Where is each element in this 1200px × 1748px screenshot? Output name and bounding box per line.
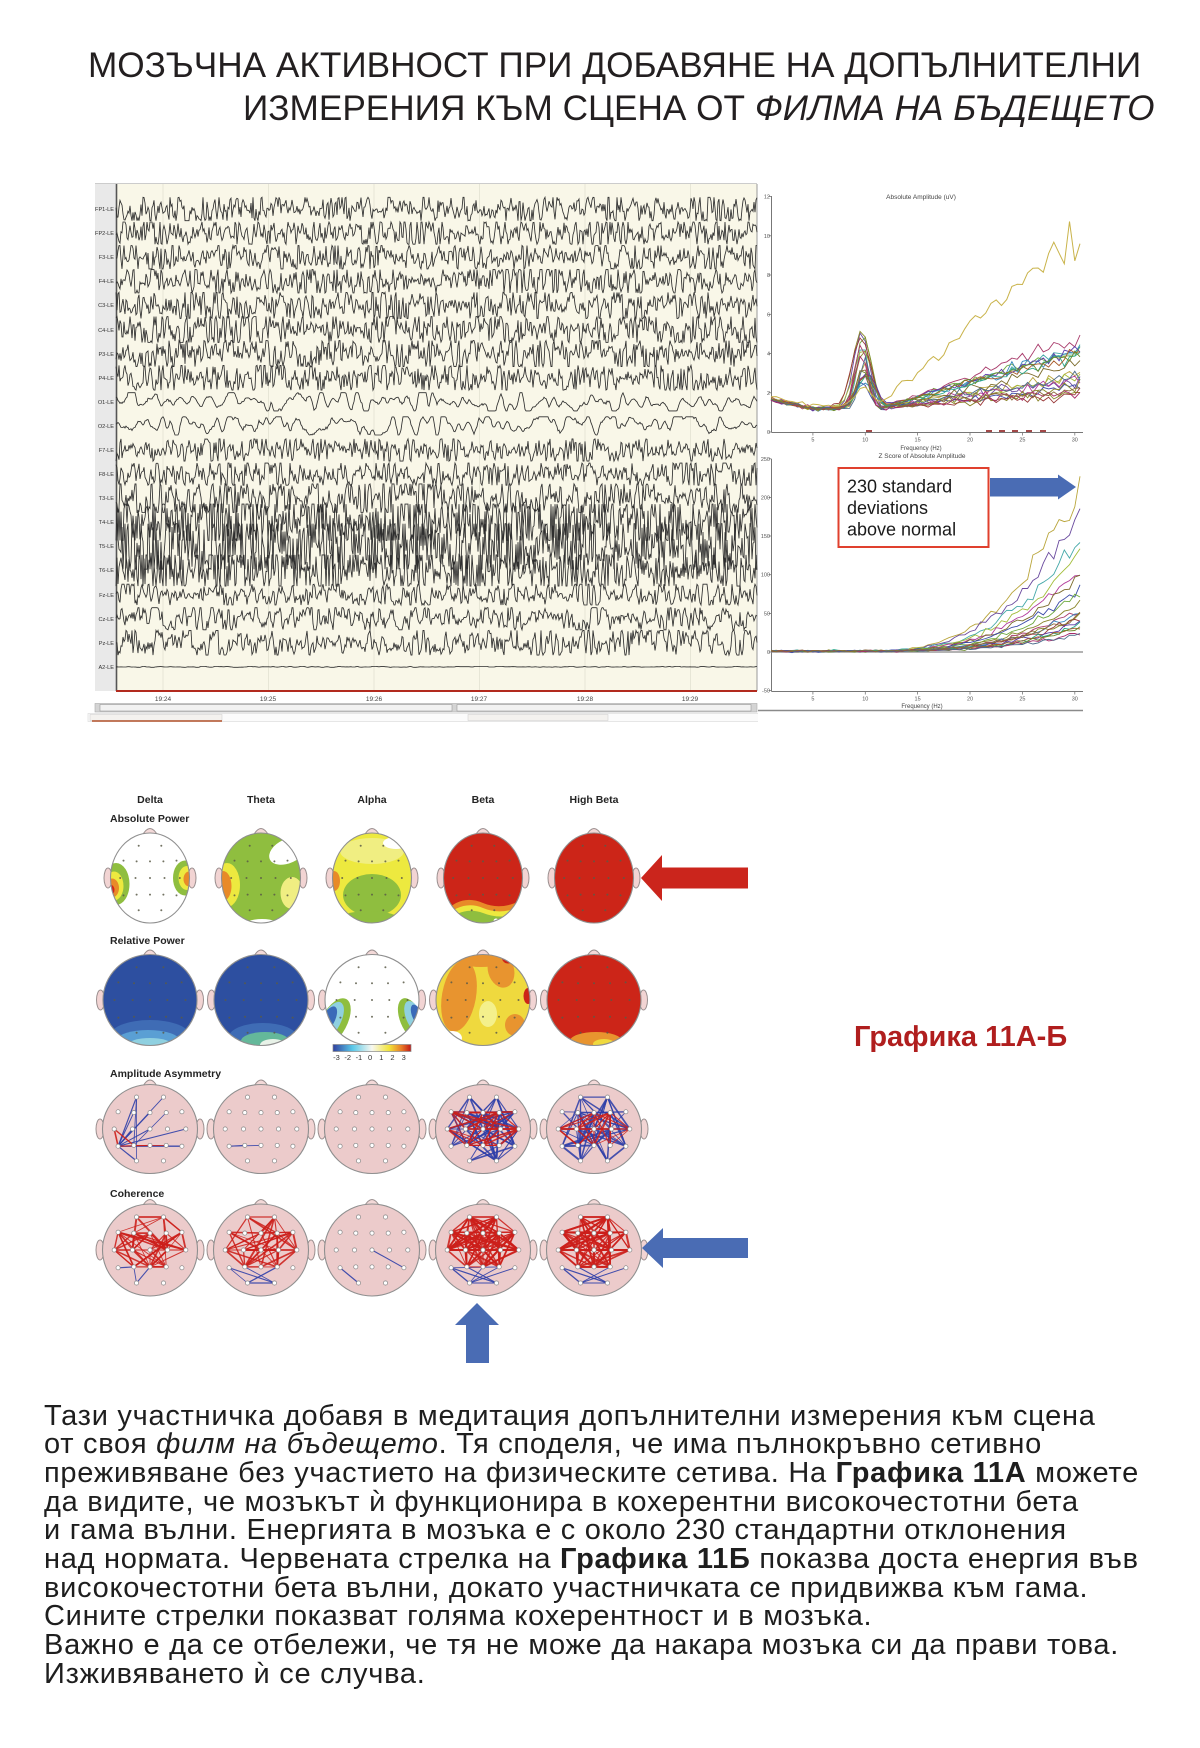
svg-text:15: 15 bbox=[915, 697, 921, 703]
svg-text:T6-LE: T6-LE bbox=[99, 568, 115, 574]
svg-text:19:25: 19:25 bbox=[260, 696, 277, 703]
svg-text:10: 10 bbox=[862, 438, 868, 444]
svg-text:0: 0 bbox=[767, 650, 770, 656]
svg-text:-3: -3 bbox=[333, 1053, 340, 1062]
svg-text:P3-LE: P3-LE bbox=[98, 352, 114, 358]
svg-text:4: 4 bbox=[767, 352, 770, 358]
svg-text:Fz-LE: Fz-LE bbox=[99, 593, 114, 599]
svg-text:1: 1 bbox=[379, 1053, 383, 1062]
svg-text:8: 8 bbox=[767, 273, 770, 279]
svg-text:100: 100 bbox=[761, 573, 770, 579]
svg-text:FP2-LE: FP2-LE bbox=[95, 231, 114, 237]
svg-text:19:29: 19:29 bbox=[682, 696, 699, 703]
svg-text:25: 25 bbox=[1019, 438, 1025, 444]
svg-text:F7-LE: F7-LE bbox=[99, 448, 115, 454]
svg-text:19:24: 19:24 bbox=[155, 696, 172, 703]
svg-text:-2: -2 bbox=[344, 1053, 351, 1062]
svg-text:High Beta: High Beta bbox=[569, 794, 618, 806]
svg-text:F4-LE: F4-LE bbox=[99, 279, 115, 285]
svg-text:12: 12 bbox=[764, 195, 770, 201]
svg-text:150: 150 bbox=[761, 534, 770, 540]
svg-text:F3-LE: F3-LE bbox=[99, 255, 115, 261]
svg-text:20: 20 bbox=[967, 438, 973, 444]
svg-text:20: 20 bbox=[967, 697, 973, 703]
svg-text:30: 30 bbox=[1072, 697, 1078, 703]
svg-text:Absolute Amplitude (uV): Absolute Amplitude (uV) bbox=[886, 194, 956, 201]
svg-text:Theta: Theta bbox=[247, 794, 275, 806]
svg-text:2: 2 bbox=[390, 1053, 394, 1062]
svg-text:C3-LE: C3-LE bbox=[98, 303, 114, 309]
svg-text:-1: -1 bbox=[356, 1053, 363, 1062]
svg-text:15: 15 bbox=[915, 438, 921, 444]
svg-text:19:28: 19:28 bbox=[577, 696, 594, 703]
svg-text:50: 50 bbox=[764, 611, 770, 617]
svg-text:250: 250 bbox=[761, 457, 770, 463]
svg-text:T4-LE: T4-LE bbox=[99, 520, 115, 526]
svg-text:19:26: 19:26 bbox=[366, 696, 383, 703]
svg-text:Cz-LE: Cz-LE bbox=[98, 617, 114, 623]
svg-text:FP1-LE: FP1-LE bbox=[95, 207, 114, 213]
svg-text:10: 10 bbox=[764, 234, 770, 240]
svg-text:Alpha: Alpha bbox=[357, 794, 386, 806]
svg-text:deviations: deviations bbox=[847, 498, 928, 518]
svg-text:Z Score of Absolute Amplitude: Z Score of Absolute Amplitude bbox=[878, 453, 965, 460]
svg-text:-50: -50 bbox=[762, 689, 770, 695]
svg-text:O2-LE: O2-LE bbox=[98, 424, 114, 430]
svg-text:Relative Power: Relative Power bbox=[110, 935, 185, 947]
svg-text:3: 3 bbox=[402, 1053, 406, 1062]
svg-text:T5-LE: T5-LE bbox=[99, 544, 115, 550]
svg-text:Beta: Beta bbox=[472, 794, 495, 806]
svg-text:above normal: above normal bbox=[847, 520, 956, 540]
svg-text:A2-LE: A2-LE bbox=[98, 665, 114, 671]
svg-text:0: 0 bbox=[767, 430, 770, 436]
svg-text:Amplitude Asymmetry: Amplitude Asymmetry bbox=[110, 1068, 221, 1080]
svg-text:25: 25 bbox=[1019, 697, 1025, 703]
svg-text:10: 10 bbox=[862, 697, 868, 703]
svg-text:5: 5 bbox=[811, 697, 814, 703]
svg-text:200: 200 bbox=[761, 495, 770, 501]
svg-text:Delta: Delta bbox=[137, 794, 163, 806]
svg-text:6: 6 bbox=[767, 312, 770, 318]
svg-text:5: 5 bbox=[811, 438, 814, 444]
svg-text:30: 30 bbox=[1072, 438, 1078, 444]
svg-text:Coherence: Coherence bbox=[110, 1188, 164, 1200]
svg-text:Frequency (Hz): Frequency (Hz) bbox=[901, 704, 942, 710]
svg-text:0: 0 bbox=[368, 1053, 372, 1062]
svg-text:P4-LE: P4-LE bbox=[98, 376, 114, 382]
svg-text:2: 2 bbox=[767, 391, 770, 397]
svg-text:230 standard: 230 standard bbox=[847, 477, 952, 497]
svg-text:T3-LE: T3-LE bbox=[99, 496, 115, 502]
svg-text:Pz-LE: Pz-LE bbox=[99, 641, 115, 647]
svg-text:Frequency (Hz): Frequency (Hz) bbox=[900, 446, 941, 452]
svg-text:F8-LE: F8-LE bbox=[99, 472, 115, 478]
svg-text:19:27: 19:27 bbox=[471, 696, 488, 703]
svg-text:O1-LE: O1-LE bbox=[98, 400, 114, 406]
svg-text:Absolute Power: Absolute Power bbox=[110, 813, 189, 825]
svg-text:C4-LE: C4-LE bbox=[98, 328, 114, 334]
